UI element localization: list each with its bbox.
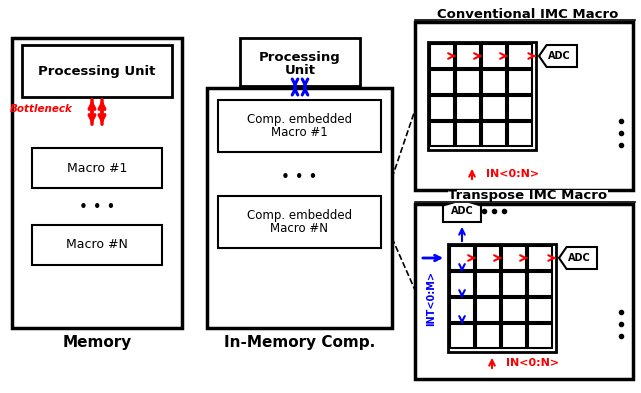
Text: • • •: • • • xyxy=(281,171,318,185)
Bar xyxy=(218,100,381,152)
Bar xyxy=(456,96,480,120)
Bar xyxy=(456,70,480,94)
Bar xyxy=(476,298,500,322)
Bar xyxy=(450,324,474,348)
Bar xyxy=(456,44,480,68)
Bar xyxy=(482,70,506,94)
Bar xyxy=(430,96,454,120)
Bar xyxy=(508,96,532,120)
Text: ADC: ADC xyxy=(547,51,570,61)
Polygon shape xyxy=(443,200,481,222)
Bar xyxy=(476,324,500,348)
Bar xyxy=(482,122,506,146)
Bar xyxy=(218,196,381,248)
Bar xyxy=(428,42,536,150)
Text: Processing Unit: Processing Unit xyxy=(38,64,156,77)
Bar xyxy=(32,225,162,265)
Text: IN<0:N>: IN<0:N> xyxy=(506,358,559,368)
Bar xyxy=(456,122,480,146)
Bar xyxy=(502,246,526,270)
Bar xyxy=(430,70,454,94)
Text: Processing: Processing xyxy=(259,51,341,64)
Bar xyxy=(415,204,633,379)
Bar xyxy=(508,44,532,68)
Bar xyxy=(528,246,552,270)
Text: Comp. embedded: Comp. embedded xyxy=(247,209,352,222)
Text: ADC: ADC xyxy=(451,206,473,216)
Bar xyxy=(207,88,392,328)
Bar xyxy=(430,122,454,146)
Text: Macro #1: Macro #1 xyxy=(271,127,328,140)
Bar xyxy=(502,272,526,296)
Bar xyxy=(476,272,500,296)
Bar xyxy=(508,70,532,94)
Bar xyxy=(508,122,532,146)
Text: Comp. embedded: Comp. embedded xyxy=(247,112,352,125)
Text: Memory: Memory xyxy=(62,334,131,349)
Text: INT<0:M>: INT<0:M> xyxy=(426,270,436,325)
Bar xyxy=(22,45,172,97)
Text: Macro #N: Macro #N xyxy=(66,239,128,252)
Text: • • •: • • • xyxy=(79,200,115,215)
Text: Conventional IMC Macro: Conventional IMC Macro xyxy=(437,7,619,20)
Text: Macro #N: Macro #N xyxy=(271,222,328,235)
Polygon shape xyxy=(539,45,577,67)
Bar xyxy=(528,272,552,296)
Bar xyxy=(430,44,454,68)
Bar xyxy=(450,272,474,296)
Bar xyxy=(450,298,474,322)
Bar xyxy=(450,246,474,270)
Bar xyxy=(476,246,500,270)
Text: Unit: Unit xyxy=(285,64,315,77)
Text: Bottleneck: Bottleneck xyxy=(10,104,73,114)
Bar xyxy=(240,38,360,86)
Bar xyxy=(12,38,182,328)
Text: IN<0:N>: IN<0:N> xyxy=(486,169,539,179)
Bar xyxy=(502,324,526,348)
Bar xyxy=(482,96,506,120)
Bar xyxy=(502,298,526,322)
Text: Macro #1: Macro #1 xyxy=(67,162,127,174)
Bar xyxy=(448,244,556,352)
Bar xyxy=(32,148,162,188)
Text: In-Memory Comp.: In-Memory Comp. xyxy=(224,334,375,349)
Bar xyxy=(415,22,633,190)
Bar xyxy=(482,44,506,68)
Polygon shape xyxy=(559,247,597,269)
Text: Transpose IMC Macro: Transpose IMC Macro xyxy=(449,189,608,202)
Bar xyxy=(528,298,552,322)
Bar xyxy=(528,324,552,348)
Text: ADC: ADC xyxy=(568,253,590,263)
